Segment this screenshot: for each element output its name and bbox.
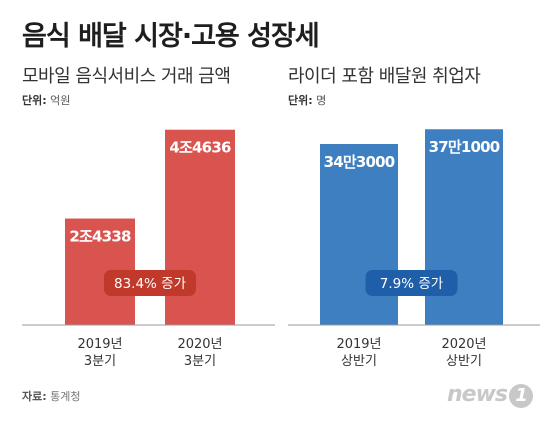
right-growth-badge — [365, 270, 458, 296]
source-value: 통계청 — [50, 390, 81, 403]
right-bar-1 — [320, 144, 398, 325]
left-bar-value-label-1: 2조4338 — [69, 228, 131, 246]
right-category-label-2-line-1: 2020년 — [441, 337, 486, 352]
left-unit-label: 단위: — [22, 94, 47, 107]
right-growth-badge-text: 7.9% 증가 — [380, 276, 443, 292]
left-category-label-1-line-1: 2019년 — [77, 337, 122, 352]
left-bar-value-label-2: 4조4636 — [169, 139, 231, 157]
news1-logo: news 1 — [447, 382, 534, 408]
right-category-label-1-line-2: 상반기 — [341, 354, 377, 369]
right-bar-value-label-1: 34만3000 — [324, 153, 395, 171]
logo-word: news — [447, 382, 508, 407]
right-category-label-1-line-1: 2019년 — [336, 337, 381, 352]
left-growth-badge — [104, 270, 196, 296]
right-category-label-2-line-2: 상반기 — [446, 354, 482, 369]
source-note: 자료: 통계청 — [22, 388, 81, 404]
source-label: 자료: — [22, 390, 47, 403]
left-category-label-2-line-2: 3분기 — [184, 354, 216, 369]
right-bar-value-label-2: 37만1000 — [429, 138, 500, 156]
right-chart-unit: 단위: 명 — [288, 92, 326, 108]
right-unit-value: 명 — [316, 94, 327, 107]
left-category-label-2-line-1: 2020년 — [177, 337, 222, 352]
left-chart-unit: 단위: 억원 — [22, 92, 70, 108]
left-category-label-1-line-2: 3분기 — [84, 354, 116, 369]
left-unit-value: 억원 — [50, 94, 71, 107]
right-chart-subtitle: 라이더 포함 배달원 취업자 — [288, 66, 481, 87]
left-growth-badge-text: 83.4% 증가 — [114, 276, 186, 292]
page-title: 음식 배달 시장·고용 성장세 — [22, 21, 320, 52]
left-chart-subtitle: 모바일 음식서비스 거래 금액 — [22, 66, 231, 87]
logo-mark: 1 — [509, 384, 534, 408]
right-unit-label: 단위: — [288, 94, 313, 107]
